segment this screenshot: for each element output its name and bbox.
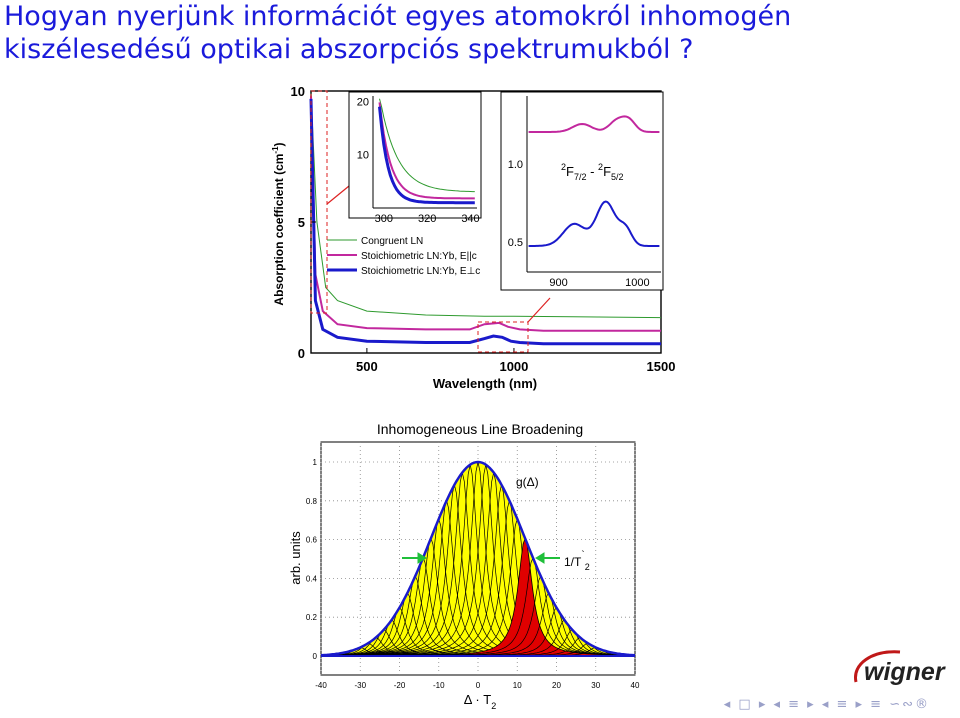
broadening-y-tick: 0.6	[306, 536, 318, 545]
broadening-x-tick: 20	[552, 681, 561, 690]
absorption-figure: 0 5 10 500 1000 1500 Wavelength (nm) Absorpt…	[271, 86, 676, 391]
x-tick-label: 1000	[499, 359, 528, 374]
x-axis-label: Wavelength (nm)	[433, 376, 537, 391]
yb-band-highlight-box	[477, 321, 529, 353]
broadening-x-label: Δ · T2	[464, 692, 497, 711]
right-inset-x-tick: 900	[549, 277, 567, 289]
slide-title: Hogyan nyerjünk információt egyes atomok…	[4, 0, 791, 66]
logo-text: wigner	[864, 658, 946, 686]
left-inset-curve-2	[378, 106, 475, 205]
title-line-2: kiszélesedésű optikai abszorpciós spektr…	[4, 34, 694, 65]
broadening-y-tick: 0.4	[306, 574, 318, 583]
y-axis-label: Absorption coefficient (cm-1)	[271, 142, 286, 305]
left-inset-plot: 300 320 340 10 20	[357, 96, 480, 225]
main-y-ticks: 0 5 10	[291, 86, 316, 361]
homogeneous-lines	[320, 460, 636, 657]
uv-edge-highlight-box	[310, 90, 328, 314]
y-tick-label: 0	[298, 346, 305, 361]
beamer-navigation[interactable]: ◂ □ ▸ ◂ ≡ ▸ ◂ ≡ ▸ ≡ ∽∾®	[723, 697, 930, 712]
y-tick-label: 5	[298, 215, 305, 230]
broadening-title: Inhomogeneous Line Broadening	[377, 421, 583, 437]
right-inset-frame	[500, 91, 664, 291]
right-inset-y-tick: 1.0	[508, 159, 523, 171]
y-tick-label: 10	[291, 86, 305, 99]
envelope-fill	[321, 462, 635, 656]
broadening-y-tick: 0	[313, 652, 318, 661]
broadening-x-tick: 30	[591, 681, 600, 690]
left-inset-frame	[348, 91, 482, 219]
broadening-y-tick: 0.8	[306, 497, 318, 506]
series-line-1	[310, 96, 661, 332]
left-inset-curve-1	[378, 102, 475, 200]
series-line-0	[310, 93, 662, 319]
broadening-x-tick: -30	[354, 681, 366, 690]
legend-stoich-perp: Stoichiometric LN:Yb, E⊥c	[361, 266, 480, 277]
left-inset-x-tick: 300	[375, 213, 393, 225]
right-inset-curve-par	[528, 115, 660, 133]
right-inset-curve-perp	[528, 200, 660, 247]
right-inset-y-tick: 0.5	[508, 237, 523, 249]
transition-annotation: 2F7/2 - 2F5/2	[561, 162, 624, 182]
broadening-x-tick: -20	[394, 681, 406, 690]
right-inset-x-tick: 1000	[625, 277, 649, 289]
broadening-y-tick: 1	[313, 458, 318, 467]
title-line-1: Hogyan nyerjünk információt egyes atomok…	[4, 1, 792, 32]
series-line-2	[309, 98, 661, 346]
logo-swoosh	[854, 650, 901, 683]
broadening-x-tick: 40	[631, 681, 640, 690]
broadening-y-tick: 0.2	[306, 613, 318, 622]
arrow-to-right-inset	[527, 297, 551, 323]
broadening-y-label: arb. units	[288, 531, 303, 585]
broadening-x-tick: -10	[433, 681, 445, 690]
arrow-to-left-inset	[326, 185, 350, 205]
linewidth-label: 1/T`2	[564, 549, 590, 572]
left-inset-y-tick: 20	[357, 96, 369, 108]
envelope-curve	[320, 460, 636, 657]
linewidth-arrows	[402, 552, 560, 564]
x-tick-label: 1500	[647, 359, 676, 374]
left-inset-x-tick: 320	[418, 213, 436, 225]
main-series-group	[309, 93, 662, 346]
right-inset-plot: 900 1000 0.5 1.0	[508, 96, 661, 289]
broadening-x-tick: 0	[476, 681, 481, 690]
broadening-x-tick: -40	[315, 681, 327, 690]
left-inset-curve-0	[379, 98, 475, 193]
main-legend: Congruent LN Stoichiometric LN:Yb, E||c …	[327, 236, 480, 277]
broadening-x-tick: 10	[513, 681, 522, 690]
left-inset-x-tick: 340	[461, 213, 479, 225]
envelope-label: g(Δ)	[516, 475, 539, 489]
broadening-figure: Inhomogeneous Line Broadening -40 -30 -20-…	[288, 421, 640, 711]
left-inset-y-tick: 10	[357, 150, 369, 162]
legend-congruent: Congruent LN	[361, 236, 423, 247]
legend-stoich-par: Stoichiometric LN:Yb, E||c	[361, 251, 477, 262]
wigner-logo: wigner	[854, 650, 946, 686]
x-tick-label: 500	[356, 359, 378, 374]
broadening-ticks: -40 -30 -20 -10 0 10 20 30 40 0 0.2 0.4 0.6 0.8 1	[306, 458, 640, 690]
